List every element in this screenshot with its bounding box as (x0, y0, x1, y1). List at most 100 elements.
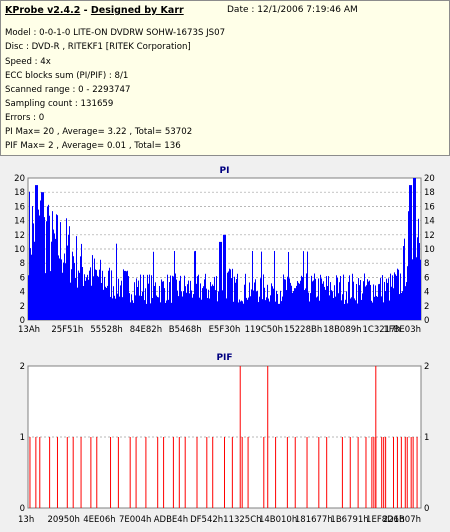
pi-y-tick-label-right: 6 (424, 273, 429, 283)
pi-bar (163, 281, 164, 320)
pi-bar (137, 287, 138, 320)
pi-bar (407, 266, 408, 320)
pif-x-tick-label: DF542h (190, 515, 223, 525)
pi-bar (57, 215, 58, 320)
pi-bar (61, 259, 62, 320)
sampling-count-line: Sampling count : 131659 (5, 99, 114, 109)
pi-bar (76, 236, 77, 320)
pi-bar (327, 286, 328, 320)
pi-bar (320, 274, 321, 320)
pi-bar (255, 279, 256, 320)
pi-bar (123, 269, 124, 320)
pi-bar (130, 302, 131, 320)
pi-bar (310, 293, 311, 320)
pi-bar (168, 299, 169, 320)
pi-bar (206, 288, 207, 320)
pi-bar (381, 296, 382, 320)
pi-bar (135, 295, 136, 320)
pi-bar (142, 291, 143, 320)
pi-bar (384, 281, 385, 320)
pi-bar (151, 275, 152, 320)
pi-bar (28, 275, 29, 320)
pi-bar (269, 301, 270, 320)
pi-bar (52, 211, 53, 320)
pi-bar (393, 288, 394, 320)
pi-bar (74, 262, 75, 320)
pi-bar (268, 298, 269, 320)
pi-bar (403, 246, 404, 320)
pi-bar (178, 296, 179, 320)
pi-bar (331, 290, 332, 320)
pi-bar (219, 241, 220, 320)
pi-bar (305, 288, 306, 320)
pif-x-tick-label: 7E004h (119, 515, 151, 525)
pi-bar (225, 234, 226, 320)
pi-bar (98, 276, 99, 320)
pi-bar (317, 296, 318, 320)
pi-bar (71, 269, 72, 320)
speed-line: Speed : 4x (5, 57, 51, 67)
pi-bar (35, 185, 36, 320)
pi-bar (256, 291, 257, 320)
pif-bars (29, 366, 418, 508)
pi-bar (224, 234, 225, 320)
pi-bar (54, 233, 55, 320)
pi-bar (47, 206, 48, 320)
pi-bar (67, 245, 68, 320)
pi-bar (321, 278, 322, 320)
pi-x-tick-label: 1FBE03h (383, 325, 421, 335)
pi-bar (313, 280, 314, 320)
pi-bar (341, 300, 342, 320)
pi-bar (299, 283, 300, 320)
pi-bar (249, 282, 250, 320)
pi-chart: PI 0 0 2 2 4 4 6 6 8 8 10 10 12 12 14 14 16 16 18 18 20 20 13Ah… (0, 156, 450, 338)
pi-bar (348, 281, 349, 320)
pi-bar (340, 275, 341, 320)
pi-y-tick-label-left: 8 (20, 259, 25, 269)
pi-x-tick-label: B5468h (169, 325, 202, 335)
pif-x-tick-label: 13h (18, 515, 34, 525)
pi-bar (280, 290, 281, 320)
pi-bar (39, 215, 40, 320)
pi-bar (353, 281, 354, 320)
pi-bar (198, 274, 199, 320)
pi-bar (186, 292, 187, 320)
pi-y-tick-label-left: 14 (14, 217, 25, 227)
pi-bar (49, 215, 50, 320)
pi-bar (351, 297, 352, 320)
pi-bar (293, 291, 294, 320)
pi-bar (336, 275, 337, 320)
pi-x-tick-label: 119C50h (245, 325, 283, 335)
pi-bar (56, 214, 57, 320)
pi-bar (214, 276, 215, 320)
pi-bar (258, 302, 259, 320)
pi-bar (73, 256, 74, 320)
pi-bar (284, 279, 285, 320)
pi-bar (210, 282, 211, 320)
pi-bar (94, 258, 95, 320)
pi-y-tick-label-right: 18 (424, 188, 435, 198)
pi-bar (51, 241, 52, 320)
pi-bar (262, 299, 263, 320)
pi-bar (62, 272, 63, 320)
pi-bar (247, 299, 248, 320)
pi-bar (371, 300, 372, 320)
pi-bar (291, 285, 292, 320)
pi-bar (58, 255, 59, 320)
pi-bar (222, 290, 223, 320)
pi-bar (334, 285, 335, 320)
pi-bar (223, 234, 224, 320)
pi-bar (216, 276, 217, 320)
pi-bar (158, 297, 159, 320)
pi-bar (412, 259, 413, 320)
pi-bar (352, 273, 353, 320)
pi-bar (114, 295, 115, 320)
pi-bar (110, 296, 111, 320)
pi-bar (204, 279, 205, 320)
pi-bar (328, 276, 329, 320)
pi-bar (217, 301, 218, 320)
pi-bar (232, 268, 233, 320)
pif-y-tick-label-left: 2 (20, 362, 25, 372)
pi-bar (231, 278, 232, 320)
pi-bar (346, 291, 347, 320)
